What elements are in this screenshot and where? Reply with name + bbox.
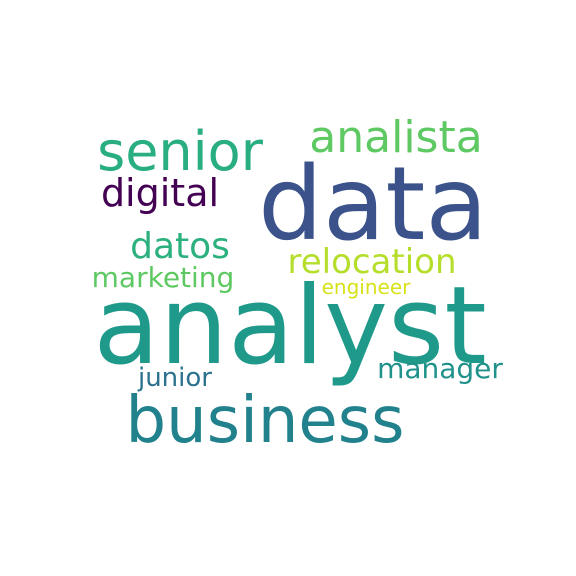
word-senior: senior [97, 120, 263, 183]
word-marketing: marketing [91, 261, 235, 294]
word-digital: digital [100, 171, 220, 215]
word-business: business [125, 384, 405, 458]
word-datos: datos [130, 226, 230, 267]
word-analista: analista [309, 112, 483, 163]
word-engineer: engineer [321, 275, 411, 299]
word-analyst: analyst [93, 264, 487, 389]
word-data: data [258, 145, 488, 264]
word-junior: junior [137, 363, 212, 393]
word-manager: manager [377, 352, 503, 385]
word-relocation: relocation [287, 242, 457, 282]
